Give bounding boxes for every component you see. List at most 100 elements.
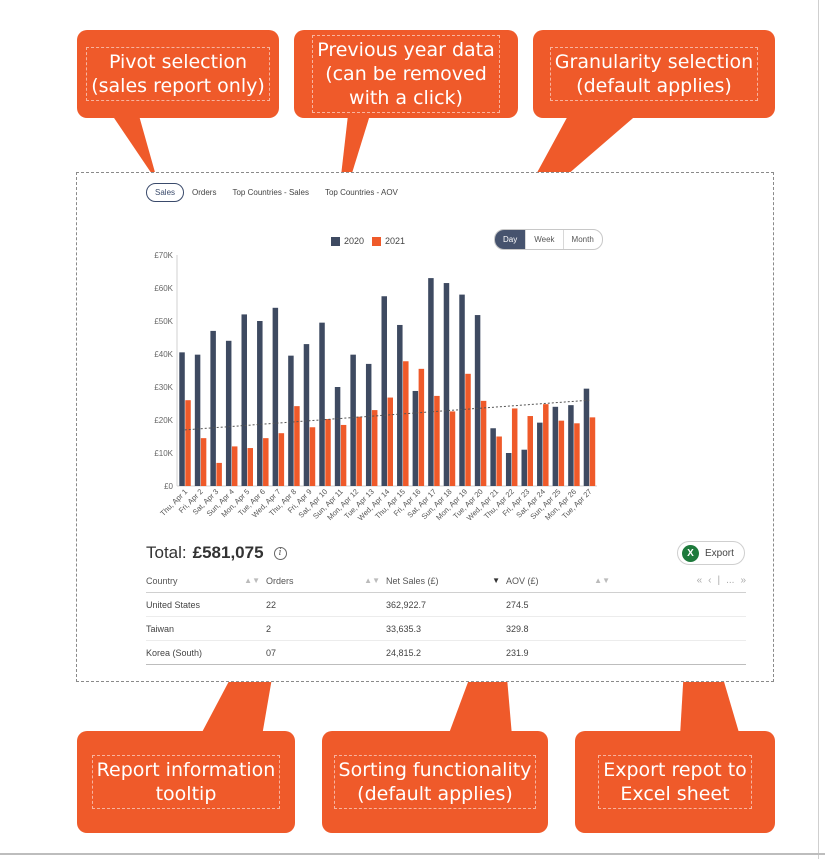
bar-2021[interactable] <box>356 416 362 486</box>
bar-2020[interactable] <box>350 354 356 486</box>
bar-2021[interactable] <box>294 406 300 486</box>
column-header-country[interactable]: Country ▲▼ <box>146 569 266 592</box>
page-border <box>0 853 825 855</box>
bar-2020[interactable] <box>505 453 512 486</box>
bar-2020[interactable] <box>474 315 481 486</box>
bar-2020[interactable] <box>210 330 216 486</box>
bar-2021[interactable] <box>527 416 534 486</box>
bar-2021[interactable] <box>247 448 254 486</box>
column-header-label: AOV (£) <box>506 575 539 586</box>
table-row[interactable]: Korea (South) 07 24,815.2 231.9 <box>146 641 746 665</box>
sorting-callout: Sorting functionality (default applies) <box>322 731 548 833</box>
info-icon[interactable]: i <box>273 546 287 560</box>
bar-2021[interactable] <box>465 373 471 486</box>
bar-2020[interactable] <box>537 422 543 486</box>
table-cell: 274.5 <box>506 599 529 610</box>
bar-2020[interactable] <box>568 405 574 486</box>
pivot-callout-text: Pivot selection (sales report only) <box>86 47 270 101</box>
bar-2021[interactable] <box>543 404 549 486</box>
export-label: Export <box>705 547 734 559</box>
bar-2021[interactable] <box>200 438 207 486</box>
y-tick-label: £20K <box>154 416 173 425</box>
bar-2021[interactable] <box>558 420 565 486</box>
total-sales: Total: £581,075 i <box>146 543 287 563</box>
column-header-aov[interactable]: AOV (£) ▲▼ <box>506 569 616 592</box>
report-info-callout: Report information tooltip <box>77 731 295 833</box>
bar-2020[interactable] <box>194 354 201 486</box>
table-row[interactable]: United States 22 362,922.7 274.5 <box>146 593 746 617</box>
bar-2021[interactable] <box>449 411 456 486</box>
bar-2021[interactable] <box>387 397 394 486</box>
bar-2021[interactable] <box>589 417 596 486</box>
y-tick-label: £0 <box>164 482 173 491</box>
bar-2021[interactable] <box>403 361 409 486</box>
prev-page-icon[interactable]: ‹ <box>708 575 712 586</box>
export-callout-text: Export repot to Excel sheet <box>598 755 752 809</box>
bar-2021[interactable] <box>278 433 285 486</box>
export-button[interactable]: X Export <box>677 541 745 565</box>
table-cell: 07 <box>266 647 277 658</box>
bar-2020[interactable] <box>241 314 248 486</box>
bar-2021[interactable] <box>511 408 518 486</box>
bar-2021[interactable] <box>574 423 580 486</box>
pager-divider: | <box>717 575 721 586</box>
granularity-day-button[interactable]: Day <box>495 230 527 249</box>
bar-2020[interactable] <box>412 390 419 486</box>
sort-icon: ▲▼ <box>594 576 610 585</box>
bar-2021[interactable] <box>309 427 316 486</box>
bar-2020[interactable] <box>381 296 388 486</box>
bar-2021[interactable] <box>480 400 487 486</box>
bar-2020[interactable] <box>397 324 403 486</box>
bar-2020[interactable] <box>443 283 450 486</box>
bar-2020[interactable] <box>334 387 341 486</box>
y-tick-label: £30K <box>154 383 173 392</box>
first-page-icon[interactable]: « <box>696 575 703 586</box>
pivot-tab-top-countries-aov[interactable]: Top Countries - AOV <box>324 188 398 197</box>
bar-2021[interactable] <box>325 419 331 486</box>
legend-label-2020: 2020 <box>344 236 365 246</box>
bar-2021[interactable] <box>371 410 378 486</box>
legend-item-2021[interactable]: 2021 <box>372 236 405 246</box>
bar-2021[interactable] <box>434 395 440 486</box>
bar-2020[interactable] <box>257 321 263 486</box>
bar-2020[interactable] <box>459 294 465 486</box>
granularity-callout: Granularity selection (default applies) <box>533 30 775 118</box>
bar-2021[interactable] <box>231 446 238 486</box>
column-header-orders[interactable]: Orders ▲▼ <box>266 569 386 592</box>
bar-2020[interactable] <box>303 344 310 486</box>
bar-2020[interactable] <box>288 355 294 486</box>
sales-report-panel: Sales Orders Top Countries - Sales Top C… <box>76 172 774 682</box>
bar-2020[interactable] <box>179 352 185 486</box>
table-row[interactable]: Taiwan 2 33,635.3 329.8 <box>146 617 746 641</box>
table-cell: United States <box>146 599 201 610</box>
column-header-net-sales[interactable]: Net Sales (£) ▼ <box>386 569 506 592</box>
more-pages-icon[interactable]: ... <box>726 575 735 586</box>
sort-descending-icon: ▼ <box>492 576 500 585</box>
pivot-tab-sales[interactable]: Sales <box>146 183 185 202</box>
bar-2021[interactable] <box>185 400 191 486</box>
bar-2021[interactable] <box>216 462 222 486</box>
sorting-callout-text: Sorting functionality (default applies) <box>333 755 537 809</box>
pivot-tab-orders[interactable]: Orders <box>192 188 217 197</box>
bar-2020[interactable] <box>428 278 434 486</box>
bar-2020[interactable] <box>225 340 232 486</box>
bar-2020[interactable] <box>319 322 325 486</box>
column-header-label: Orders <box>266 575 294 586</box>
legend-item-2020[interactable]: 2020 <box>331 236 364 246</box>
bar-2021[interactable] <box>263 438 269 486</box>
last-page-icon[interactable]: » <box>740 575 746 586</box>
bar-2020[interactable] <box>521 449 528 486</box>
bar-2020[interactable] <box>583 388 590 486</box>
bar-2021[interactable] <box>496 436 502 487</box>
export-callout: Export repot to Excel sheet <box>575 731 775 833</box>
bar-2021[interactable] <box>340 424 347 486</box>
legend-label-2021: 2021 <box>385 236 406 246</box>
bar-2020[interactable] <box>365 363 372 486</box>
granularity-week-button[interactable]: Week <box>526 230 564 249</box>
pivot-tab-top-countries-sales[interactable]: Top Countries - Sales <box>232 188 309 197</box>
bar-2021[interactable] <box>418 368 425 486</box>
bar-2020[interactable] <box>490 428 496 486</box>
bar-2020[interactable] <box>272 307 279 486</box>
granularity-month-button[interactable]: Month <box>571 235 594 244</box>
bar-2020[interactable] <box>552 406 559 486</box>
